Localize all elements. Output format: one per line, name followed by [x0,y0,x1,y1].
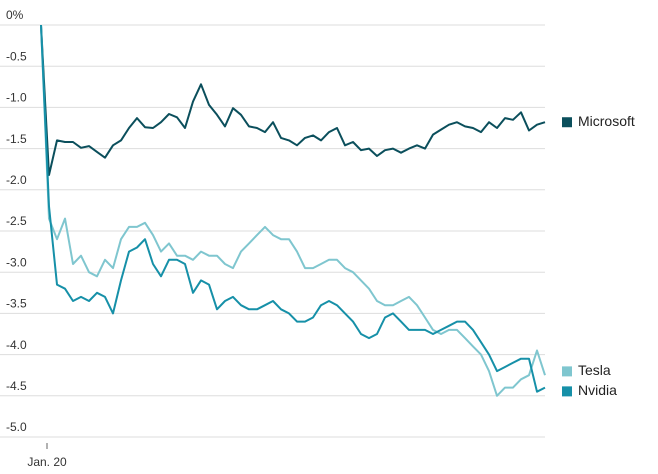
y-tick-label: -1.5 [6,132,27,146]
legend-label: Microsoft [578,113,635,129]
y-tick-label: -2.5 [6,214,27,228]
legend-swatch [562,366,572,377]
series-line [40,24,546,393]
series-line [40,24,546,397]
y-tick-label: -3.5 [6,297,27,311]
legend-label: Nvidia [578,382,617,398]
x-tick-label: Jan. 20 [27,455,67,469]
y-tick-label: 0% [6,8,24,22]
y-tick-label: -5.0 [6,420,27,434]
y-tick-label: -0.5 [6,49,27,63]
legend-label: Tesla [578,362,611,378]
legend-swatch [562,386,572,397]
y-tick-label: -4.0 [6,338,27,352]
series-line [40,24,546,176]
y-tick-label: -1.0 [6,91,27,105]
y-tick-label: -2.0 [6,173,27,187]
legend-swatch [562,117,572,128]
y-tick-label: -3.0 [6,255,27,269]
y-tick-label: -4.5 [6,379,27,393]
